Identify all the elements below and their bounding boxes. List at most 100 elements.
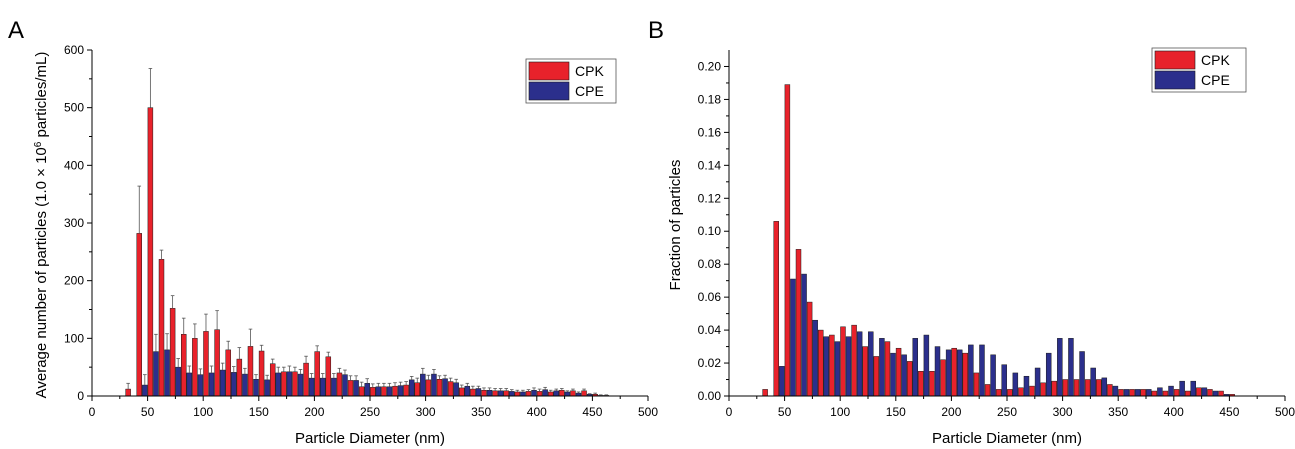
- bar-cpe: [1134, 389, 1141, 397]
- bar-cpk: [1107, 384, 1113, 397]
- bar-cpk: [1096, 379, 1102, 397]
- bar-cpe: [923, 334, 930, 397]
- bar-cpk: [347, 380, 354, 397]
- y-tick-label: 300: [64, 216, 84, 230]
- bar-cpe: [1045, 352, 1052, 397]
- bar-cpk: [358, 386, 365, 397]
- legend-label-cpk: CPK: [1201, 52, 1230, 68]
- bar-cpe: [264, 379, 270, 397]
- bar-cpk: [258, 350, 265, 397]
- bar-cpe: [564, 391, 571, 397]
- bar-cpe: [453, 382, 459, 397]
- panel-label: B: [648, 17, 664, 44]
- bar-cpe: [464, 385, 471, 397]
- bar-cpe: [531, 389, 537, 397]
- bar-cpe: [320, 377, 326, 397]
- x-axis-label: Particle Diameter (nm): [932, 430, 1082, 447]
- bar-cpe: [164, 349, 170, 397]
- x-tick-label: 0: [726, 405, 733, 419]
- bar-cpe: [945, 349, 952, 397]
- y-tick-label: 0.06: [698, 290, 722, 304]
- bar-cpe: [175, 366, 181, 397]
- bar-cpk: [192, 338, 198, 397]
- bar-cpk: [795, 249, 802, 397]
- legend-label-cpe: CPE: [1201, 72, 1230, 88]
- bar-cpk: [1184, 390, 1191, 397]
- y-tick-label: 400: [64, 158, 84, 172]
- bar-cpe: [197, 374, 204, 397]
- bar-cpk: [929, 371, 935, 397]
- y-tick-label: 100: [64, 331, 84, 345]
- bar-cpk: [1007, 389, 1013, 397]
- bar-cpk: [247, 346, 254, 397]
- bar-cpe: [497, 390, 504, 397]
- bar-cpe: [142, 384, 148, 397]
- bar-cpe: [779, 366, 785, 397]
- bar-cpk: [818, 329, 824, 397]
- bar-cpe: [1090, 367, 1096, 397]
- bar-cpk: [492, 390, 498, 397]
- bar-cpk: [995, 389, 1002, 397]
- bar-cpe: [219, 369, 226, 397]
- bar-cpk: [136, 233, 142, 397]
- bar-cpe: [834, 341, 841, 397]
- bar-cpe: [1012, 372, 1019, 397]
- bar-cpk: [940, 359, 946, 397]
- bar-cpk: [459, 387, 465, 397]
- bar-cpk: [581, 390, 587, 397]
- bar-cpk: [1062, 379, 1069, 397]
- bar-cpe: [509, 391, 515, 397]
- bar-cpk: [1173, 389, 1180, 397]
- x-tick-label: 200: [941, 405, 961, 419]
- legend-label-cpk: CPK: [575, 63, 604, 79]
- y-tick-label: 0.08: [698, 257, 722, 271]
- bar-cpk: [125, 388, 131, 397]
- y-tick-label: 500: [64, 101, 84, 115]
- bar-cpe: [1190, 380, 1196, 397]
- y-axis-label-text: Average number of particles (1.0 × 10: [33, 147, 50, 398]
- bar-cpk: [203, 331, 209, 397]
- y-tick-label: 200: [64, 274, 84, 288]
- bar-cpk: [292, 371, 298, 397]
- bar-cpk: [269, 363, 276, 397]
- bar-cpe: [153, 351, 159, 397]
- x-axis-label: Particle Diameter (nm): [295, 430, 445, 447]
- bar-cpe: [1101, 377, 1108, 397]
- bar-cpe: [979, 344, 985, 397]
- bar-cpk: [918, 371, 924, 397]
- bar-cpe: [408, 379, 415, 397]
- y-axis-label-exponent: 6: [33, 141, 44, 147]
- bar-cpk: [559, 389, 565, 397]
- bar-cpk: [470, 388, 476, 397]
- y-tick-label: 0.00: [698, 389, 722, 403]
- legend-swatch-cpe: [1154, 70, 1196, 90]
- y-tick-label: 0.18: [698, 92, 722, 106]
- bar-cpe: [186, 372, 193, 397]
- bar-cpk: [281, 371, 287, 397]
- legend-swatch-cpe: [528, 81, 570, 101]
- bar-cpe: [275, 372, 281, 397]
- x-tick-label: 500: [1275, 405, 1295, 419]
- bar-cpk: [951, 347, 957, 397]
- bar-cpk: [392, 385, 398, 397]
- legend-label-cpe: CPE: [575, 83, 604, 99]
- bar-cpk: [906, 361, 913, 397]
- bar-cpk: [547, 391, 554, 397]
- bar-cpe: [1212, 390, 1219, 397]
- bar-cpk: [773, 221, 779, 397]
- x-tick-label: 400: [527, 405, 547, 419]
- bar-cpe: [968, 344, 974, 397]
- bar-cpe: [397, 385, 404, 397]
- y-tick-label: 0.14: [698, 158, 722, 172]
- bar-cpe: [342, 374, 348, 397]
- bar-cpk: [1118, 389, 1124, 397]
- bar-cpk: [158, 259, 165, 397]
- y-axis-label: Fraction of particles: [667, 160, 684, 291]
- x-tick-label: 100: [830, 405, 850, 419]
- bar-cpe: [790, 278, 796, 397]
- y-tick-label: 0: [77, 389, 84, 403]
- bar-cpe: [542, 389, 548, 397]
- bar-cpk: [570, 390, 576, 397]
- bar-cpe: [297, 373, 304, 397]
